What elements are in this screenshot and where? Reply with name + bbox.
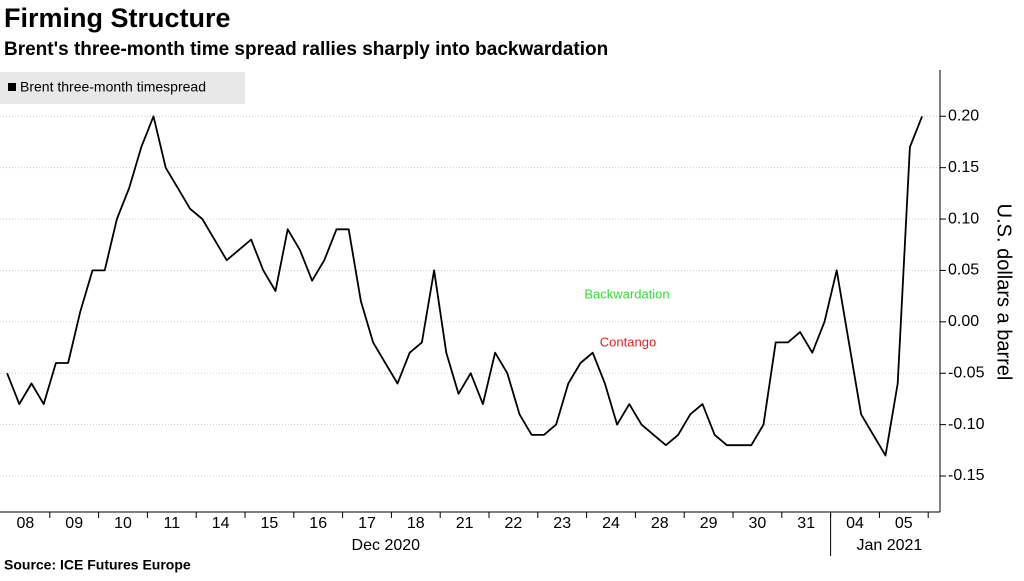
x-tick-label: 16 — [309, 515, 327, 532]
x-tick-label: 30 — [749, 515, 767, 532]
x-tick-label: 23 — [553, 515, 571, 532]
y-tick-label: 0.05 — [948, 262, 979, 279]
y-tick-label: 0.20 — [948, 107, 979, 124]
x-tick-label: 10 — [114, 515, 132, 532]
y-tick-label: 0.00 — [948, 313, 979, 330]
y-tick-label: -0.05 — [948, 364, 985, 381]
y-axis-label: U.S. dollars a barrel — [993, 204, 1015, 381]
annotation: Contango — [600, 334, 656, 349]
x-tick-label: 15 — [261, 515, 279, 532]
annotation: Backwardation — [584, 286, 669, 301]
x-tick-label: 29 — [700, 515, 718, 532]
y-tick-label: -0.15 — [948, 467, 985, 484]
x-tick-label: 31 — [797, 515, 815, 532]
y-tick-label: -0.10 — [948, 416, 985, 433]
month-label: Dec 2020 — [352, 537, 421, 554]
x-tick-label: 05 — [895, 515, 913, 532]
x-tick-label: 14 — [212, 515, 230, 532]
y-tick-label: 0.10 — [948, 210, 979, 227]
x-tick-label: 28 — [651, 515, 669, 532]
chart-title: Firming Structure — [4, 3, 231, 33]
x-tick-label: 22 — [505, 515, 523, 532]
legend-label: Brent three-month timespread — [20, 79, 206, 95]
data-line — [6, 115, 923, 457]
x-tick-label: 04 — [846, 515, 864, 532]
x-tick-label: 17 — [358, 515, 376, 532]
x-tick-label: 21 — [456, 515, 474, 532]
source: Source: ICE Futures Europe — [4, 557, 191, 573]
y-tick-label: 0.15 — [948, 159, 979, 176]
legend-box — [0, 72, 245, 104]
x-tick-label: 24 — [602, 515, 620, 532]
x-tick-label: 11 — [163, 515, 180, 532]
month-label: Jan 2021 — [856, 537, 922, 554]
x-tick-label: 18 — [407, 515, 425, 532]
legend-swatch — [8, 83, 16, 91]
chart-subtitle: Brent's three-month time spread rallies … — [4, 39, 608, 60]
x-tick-label: 08 — [17, 515, 35, 532]
x-tick-label: 09 — [65, 515, 83, 532]
